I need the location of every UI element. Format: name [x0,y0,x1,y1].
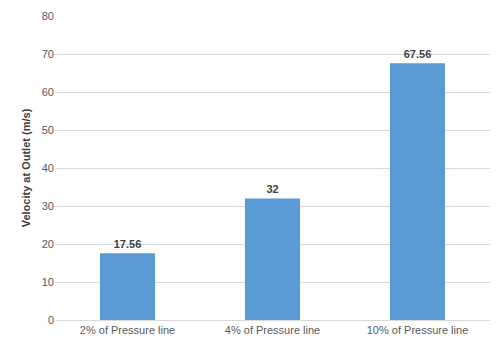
svg-text:32: 32 [266,183,278,195]
svg-text:20: 20 [42,238,54,250]
svg-text:67.56: 67.56 [404,48,432,60]
svg-text:80: 80 [42,10,54,22]
svg-text:2% of Pressure line: 2% of Pressure line [80,324,175,336]
svg-text:70: 70 [42,48,54,60]
svg-text:17.56: 17.56 [114,238,142,250]
svg-text:50: 50 [42,124,54,136]
svg-text:40: 40 [42,162,54,174]
svg-text:30: 30 [42,200,54,212]
svg-text:4% of Pressure line: 4% of Pressure line [225,324,320,336]
svg-text:0: 0 [48,314,54,326]
svg-text:10% of Pressure line: 10% of Pressure line [367,324,469,336]
svg-text:10: 10 [42,276,54,288]
svg-text:60: 60 [42,86,54,98]
svg-text:Velocity at Outlet (m/s): Velocity at Outlet (m/s) [20,108,32,227]
